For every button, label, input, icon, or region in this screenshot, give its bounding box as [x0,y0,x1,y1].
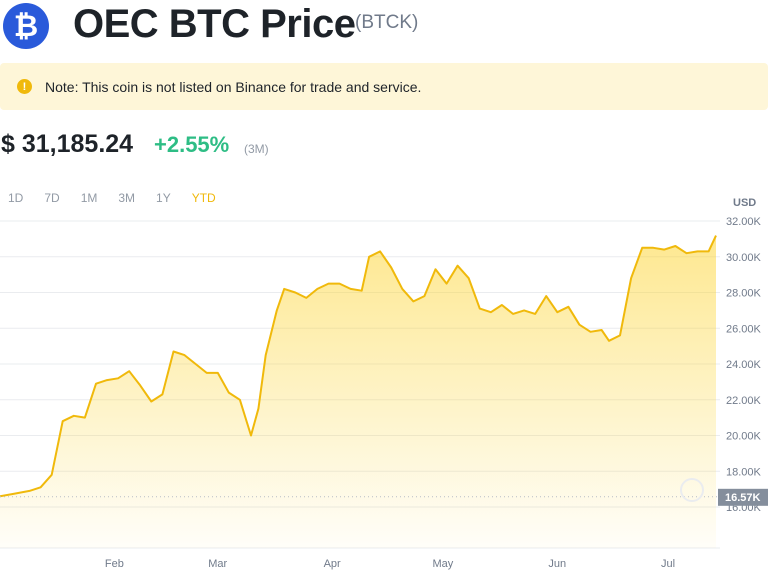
y-tick-label: 26.00K [726,323,762,335]
x-tick-label: May [432,558,453,570]
listing-note: ! Note: This coin is not listed on Binan… [0,63,768,110]
page-title: OEC BTC Price [73,2,356,46]
change-period: (3M) [244,142,269,156]
y-tick-label: 28.00K [726,288,762,300]
range-1m[interactable]: 1M [80,191,98,205]
baseline-tag [718,488,768,506]
baseline-tag-label: 16.57K [725,492,761,504]
range-3m[interactable]: 3M [118,191,136,205]
price-change: +2.55% [154,132,230,157]
bitcoin-logo-icon: ₿ [3,3,49,49]
range-1y[interactable]: 1Y [156,191,171,205]
header: ₿ OEC BTC Price (BTCK) [0,0,783,52]
range-ytd[interactable]: YTD [191,191,216,205]
coin-symbol: (BTCK) [355,12,419,33]
x-tick-label: Feb [105,558,124,570]
y-tick-label: 32.00K [726,216,762,228]
price-chart: USD 32.00K 30.00K 28.00K 26.00K 24.00K 22.00K… [0,197,768,570]
y-tick-label: 18.00K [726,466,762,478]
x-tick-label: Jun [548,558,566,570]
note-text: Note: This coin is not listed on Binance… [45,78,422,95]
current-price: $ 31,185.24 [1,130,134,158]
exclamation-icon: ! [17,79,32,94]
price-line [0,235,717,498]
range-7d[interactable]: 7D [44,191,60,205]
bitcoin-logo-glyph: ₿ [13,8,39,44]
x-tick-label: Mar [208,558,227,570]
y-tick-label: 30.00K [726,252,762,264]
y-tick-label: 22.00K [726,395,762,407]
x-tick-label: Jul [661,558,675,570]
watermark-icon [680,478,704,502]
x-tick-label: Apr [324,558,341,570]
range-1d[interactable]: 1D [8,191,24,205]
currency-label: USD [733,197,756,209]
y-tick-label: 24.00K [726,359,762,371]
y-tick-label: 20.00K [726,431,762,443]
time-range-selector: 1D 7D 1M 3M 1Y YTD [8,191,237,205]
price-area [0,235,716,548]
